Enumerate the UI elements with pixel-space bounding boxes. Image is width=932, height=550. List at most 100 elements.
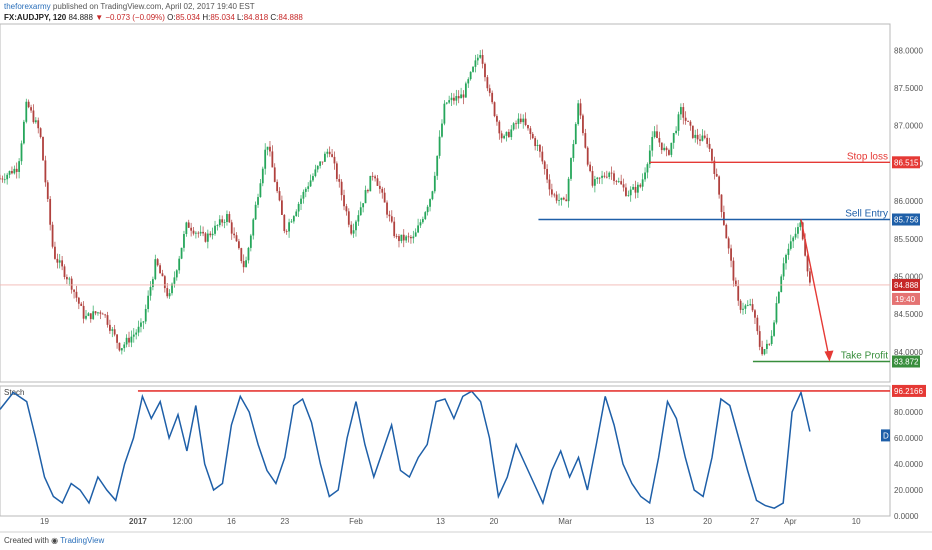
candle-body <box>68 278 71 280</box>
time-tick-label: 16 <box>227 517 236 526</box>
candle-body <box>58 260 61 263</box>
low-label: L: <box>237 13 244 22</box>
candle-body <box>266 146 269 150</box>
candle-body <box>636 184 639 193</box>
time-tick-label: 10 <box>852 517 861 526</box>
candle-body <box>739 300 742 310</box>
candle-body <box>536 144 539 147</box>
candle-body <box>156 259 159 266</box>
candle-body <box>675 130 678 134</box>
candle-body <box>722 212 725 225</box>
candle-body <box>665 147 668 151</box>
candle-body <box>393 221 396 237</box>
candle-body <box>374 176 376 179</box>
candle-body <box>574 124 577 145</box>
candle-body <box>130 336 133 343</box>
candle-body <box>118 342 121 351</box>
candle-body <box>691 125 694 138</box>
candle-body <box>42 137 44 161</box>
candle-body <box>491 92 494 103</box>
candle-body <box>694 134 697 138</box>
candle-body <box>469 71 472 80</box>
candle-body <box>727 238 730 249</box>
candle-body <box>307 186 310 189</box>
candle-body <box>1 178 4 180</box>
candle-body <box>39 128 42 138</box>
candle-body <box>390 216 393 222</box>
candle-body <box>591 171 594 186</box>
author-link[interactable]: theforexarmy <box>4 2 51 11</box>
candle-body <box>562 197 565 200</box>
candle-body <box>629 189 632 196</box>
candle-body <box>242 261 245 268</box>
candle-body <box>749 304 752 306</box>
candle-body <box>441 123 443 137</box>
candle-body <box>206 233 209 242</box>
candle-body <box>622 184 625 188</box>
candle-body <box>335 163 338 179</box>
candle-body <box>73 289 75 292</box>
candle-body <box>660 142 663 151</box>
candle-body <box>481 55 484 64</box>
candle-body <box>340 181 343 196</box>
candle-body <box>304 188 307 192</box>
candle-body <box>706 137 709 144</box>
time-tick-label: 19 <box>40 517 49 526</box>
candle-body <box>610 172 613 174</box>
candle-body <box>615 180 618 182</box>
candle-body <box>97 312 99 314</box>
candle-body <box>503 135 505 139</box>
candle-body <box>684 117 687 121</box>
candle-body <box>462 94 465 98</box>
candle-body <box>472 66 474 72</box>
candle-body <box>613 173 615 181</box>
candle-body <box>405 236 408 241</box>
candle-body <box>152 279 154 288</box>
candle-body <box>288 222 290 232</box>
candle-body <box>338 178 341 182</box>
candle-body <box>703 135 706 138</box>
candle-body <box>617 181 620 182</box>
candle-body <box>701 135 704 141</box>
candle-body <box>734 280 737 287</box>
price-axis: 84.000084.500085.000085.500086.000086.50… <box>894 46 923 356</box>
candle-body <box>235 235 238 242</box>
candle-body <box>278 191 281 201</box>
arrow-head-icon <box>824 350 834 362</box>
candle-body <box>715 173 718 177</box>
stoch-legend-letter: D <box>883 431 889 440</box>
candle-body <box>555 194 558 201</box>
tradingview-link[interactable]: TradingView <box>60 536 105 545</box>
candle-body <box>216 225 219 226</box>
candle-body <box>347 211 350 225</box>
candle-body <box>187 222 190 228</box>
candle-body <box>770 335 773 344</box>
candle-body <box>644 172 646 180</box>
candle-body <box>46 182 49 200</box>
candle-body <box>25 101 28 122</box>
candle-body <box>331 154 333 157</box>
candle-body <box>584 133 587 148</box>
candle-body <box>484 63 486 78</box>
candle-body <box>787 248 790 255</box>
candle-body <box>183 233 185 248</box>
candle-body <box>598 177 601 179</box>
stoch-tick-label: 20.0000 <box>894 486 923 495</box>
level-label: Take Profit <box>841 350 888 361</box>
stoch-line <box>0 390 811 510</box>
candle-body <box>412 236 415 239</box>
open-label: O: <box>167 13 176 22</box>
candle-body <box>713 160 716 174</box>
time-axis: 19 2017 12:00 16 23 Feb 13 20 Mar 13 20 27 Apr 10 <box>40 517 861 526</box>
candle-body <box>125 337 128 345</box>
candle-body <box>345 206 348 212</box>
candle-body <box>553 194 556 196</box>
candle-body <box>87 313 90 316</box>
candle-body <box>108 324 111 331</box>
candle-body <box>3 179 6 181</box>
candle-body <box>123 344 126 349</box>
price-tick-label: 85.5000 <box>894 235 923 244</box>
publish-info: theforexarmy published on TradingView.co… <box>4 2 255 11</box>
candle-body <box>507 131 510 138</box>
